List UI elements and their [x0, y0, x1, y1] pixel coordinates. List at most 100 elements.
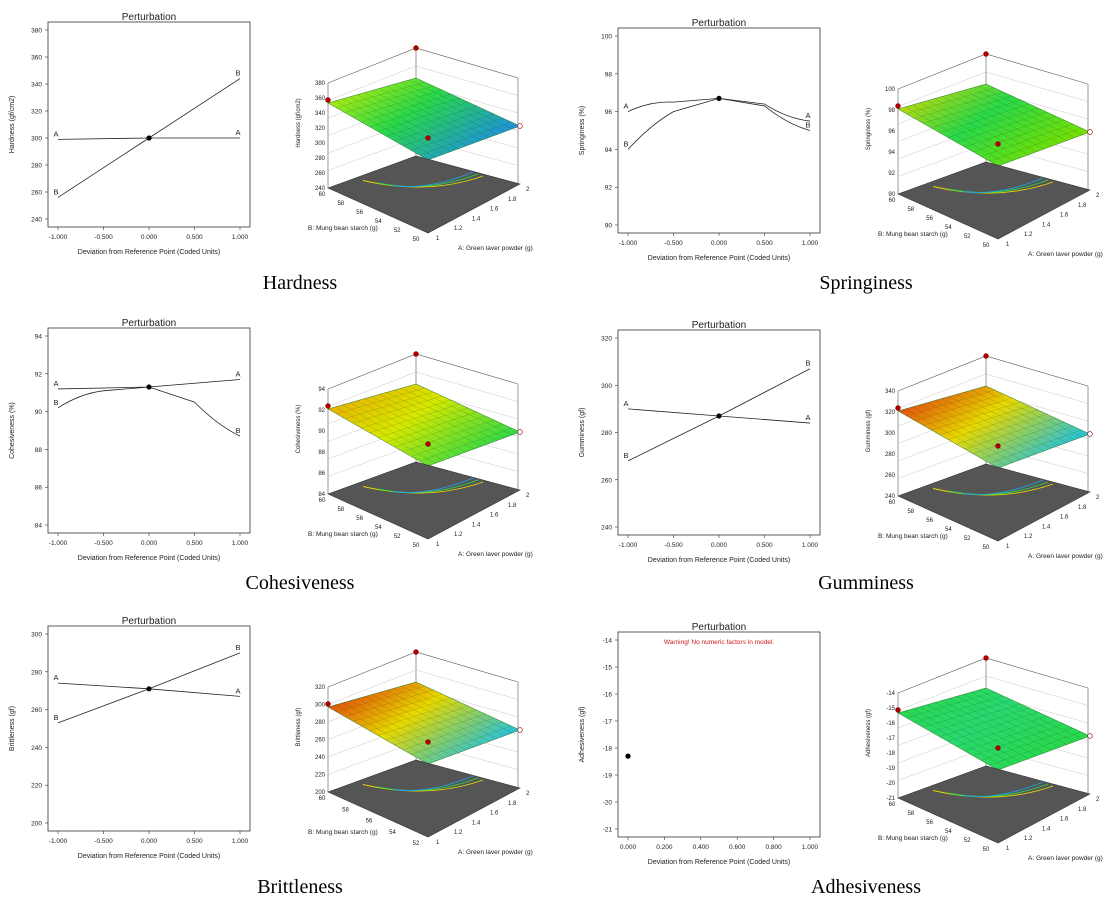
- y-tick-label: 220: [31, 783, 42, 790]
- y-tick-label: -17: [603, 719, 613, 726]
- surface-mesh: [386, 86, 490, 138]
- x-axis-label: Deviation from Reference Point (Coded Un…: [78, 853, 220, 860]
- z-tick-label: 320: [315, 126, 326, 132]
- box-top-edge: [327, 353, 519, 390]
- surface-mesh: [402, 419, 495, 452]
- y-tick-label: 86: [35, 485, 43, 492]
- z-tick-label: 300: [315, 703, 326, 709]
- surface-mesh: [964, 417, 1056, 450]
- x-tick-label: 1.000: [802, 844, 819, 851]
- a-tick-label: 2: [526, 791, 530, 797]
- y-tick-label: 92: [605, 185, 613, 192]
- surface-mesh: [369, 97, 460, 127]
- y-tick-label: 240: [601, 525, 612, 532]
- z-axis-label: Brittleness (gf): [296, 708, 302, 747]
- z-tick-label: -17: [886, 736, 895, 742]
- a-tick-label: 1.8: [1078, 505, 1087, 511]
- wall-grid: [327, 65, 417, 101]
- surface-mesh: [934, 400, 1037, 454]
- surface-mesh: [956, 715, 1047, 747]
- z-tick-label: -14: [886, 691, 895, 697]
- a-axis-label: A: Green laver powder (g): [458, 245, 533, 252]
- y-tick-label: -14: [603, 638, 613, 645]
- b-tick-label: 50: [983, 847, 990, 853]
- z-tick-label: 320: [315, 685, 326, 691]
- x-axis-label: Deviation from Reference Point (Coded Un…: [78, 249, 220, 256]
- surface-mesh: [369, 701, 460, 731]
- design-point: [325, 403, 331, 409]
- x-tick-label: 0.400: [693, 844, 710, 851]
- a-tick-label: 1.6: [490, 513, 499, 519]
- contour-line: [932, 483, 1054, 496]
- x-tick-label: 1.000: [232, 234, 249, 241]
- y-tick-label: 280: [31, 163, 42, 170]
- y-tick-label: 88: [35, 447, 43, 454]
- surface-mesh: [379, 692, 482, 745]
- y-tick-label: 98: [605, 71, 613, 78]
- wall-grid: [985, 675, 1089, 706]
- a-tick-label: 2: [1096, 797, 1100, 803]
- surface-mesh: [349, 402, 452, 458]
- series-label-b: B: [235, 69, 240, 78]
- surface-mesh: [349, 700, 452, 756]
- surface-mesh: [972, 119, 1065, 152]
- perturbation-title: Perturbation: [692, 622, 746, 633]
- caption-springiness: Springiness: [819, 272, 913, 294]
- surface-mesh: [912, 104, 1014, 161]
- b-tick-label: 58: [907, 811, 914, 817]
- z-tick-label: -16: [886, 721, 895, 727]
- a-tick-label: 1: [1006, 544, 1010, 550]
- caption-adhesiveness: Adhesiveness: [811, 876, 921, 898]
- b-tick-label: 60: [319, 498, 326, 504]
- surface-mesh: [971, 88, 1075, 138]
- perturbation-title: Perturbation: [122, 12, 176, 23]
- surface-mesh: [978, 85, 1083, 135]
- x-tick-label: -0.500: [664, 542, 683, 549]
- contour-line: [962, 479, 1044, 496]
- design-point: [413, 351, 419, 357]
- surface-mesh: [408, 683, 513, 733]
- series-label-a: A: [235, 686, 240, 695]
- surface-mesh: [419, 121, 512, 156]
- surface-mesh: [386, 690, 490, 742]
- perturbation-plot: Perturbation 84 86 88 90 92 94 -1.000 -0.500 0.00…: [9, 318, 251, 562]
- x-tick-label: 0.000: [141, 540, 158, 547]
- surface-mesh: [947, 711, 1039, 742]
- surface-mesh: [939, 707, 1030, 737]
- a-tick-label: 2: [1096, 495, 1100, 501]
- b-tick-label: 58: [907, 509, 914, 515]
- contour-floor: [327, 155, 521, 234]
- b-tick-label: 54: [389, 830, 396, 836]
- design-point: [425, 739, 431, 745]
- surface-mesh: [364, 398, 467, 452]
- y-tick-label: 260: [31, 707, 42, 714]
- contour-floor: [327, 461, 521, 540]
- a-tick-label: 1.2: [1024, 534, 1033, 540]
- y-axis-label: Gumminess (gf): [579, 408, 586, 458]
- y-tick-label: 300: [31, 632, 42, 639]
- contour-line: [392, 171, 474, 188]
- b-tick-label: 50: [413, 237, 420, 243]
- a-tick-label: 1.4: [472, 820, 481, 826]
- surface-mesh: [335, 100, 436, 158]
- a-axis-label: A: Green laver powder (g): [1028, 553, 1103, 560]
- caption-hardness: Hardness: [262, 272, 338, 294]
- surface-mesh: [978, 387, 1083, 437]
- wall-grid: [327, 669, 417, 705]
- surface-mesh: [369, 403, 460, 433]
- wall-grid: [897, 373, 987, 409]
- surface-mesh: [342, 404, 444, 461]
- a-tick-label: 1.2: [454, 532, 463, 538]
- contour-floor: [897, 463, 1091, 542]
- box-top-edge: [327, 47, 519, 84]
- y-tick-label: 96: [605, 109, 613, 116]
- box-top-edge: [897, 657, 1089, 694]
- x-tick-label: -1.000: [49, 540, 68, 547]
- perturbation-plot: Perturbation 90 92 94 96 98 100 -1.000 -0.500 0.0…: [579, 18, 821, 262]
- surface-mesh: [393, 688, 498, 739]
- z-tick-label: 280: [315, 156, 326, 162]
- surface-mesh: [336, 81, 425, 108]
- b-tick-label: 56: [356, 210, 363, 216]
- reference-point: [146, 135, 152, 141]
